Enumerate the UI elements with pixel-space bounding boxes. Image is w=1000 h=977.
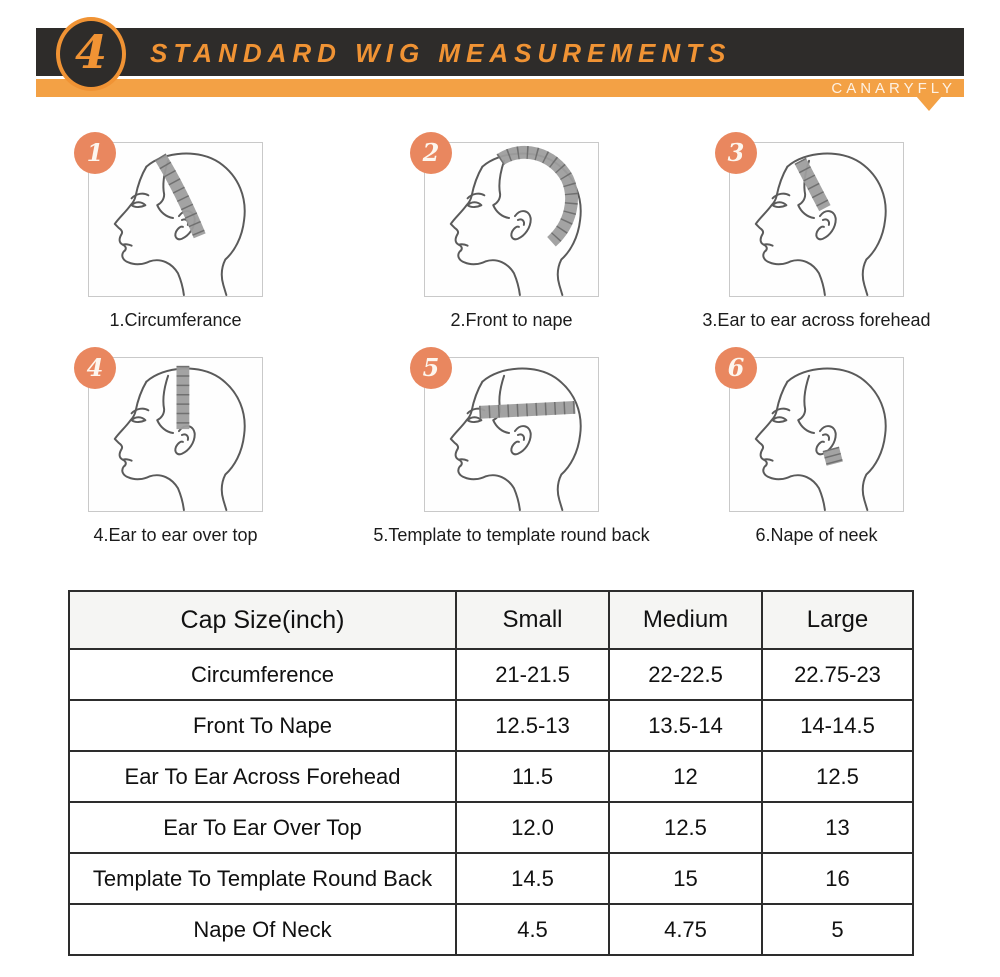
- brand-name: CANARYFLY: [831, 79, 956, 97]
- row-label: Front To Nape: [68, 699, 457, 752]
- diagram-number: 5: [422, 353, 440, 382]
- diagram-number: 3: [727, 138, 745, 167]
- cell-medium: 4.75: [608, 903, 763, 956]
- diagram-number: 4: [86, 353, 104, 382]
- diagram-caption: 6.Nape of neek: [755, 525, 878, 545]
- table-row: Ear To Ear Across Forehead 11.5 12 12.5: [68, 750, 914, 803]
- cell-large: 14-14.5: [761, 699, 914, 752]
- diagram-badge: 4: [74, 347, 116, 389]
- diagram-caption: 3.Ear to ear across forehead: [702, 310, 931, 330]
- cell-small: 12.0: [455, 801, 610, 854]
- diagram-card-front-to-nape: 2 2.Front to nape: [410, 132, 599, 330]
- cell-large: 13: [761, 801, 914, 854]
- cell-medium: 15: [608, 852, 763, 905]
- step-number: 4: [74, 25, 107, 79]
- diagram-badge: 6: [715, 347, 757, 389]
- row-label: Ear To Ear Across Forehead: [68, 750, 457, 803]
- cell-medium: 12: [608, 750, 763, 803]
- col-header-cap-size: Cap Size(inch): [68, 590, 457, 650]
- table-row: Front To Nape 12.5-13 13.5-14 14-14.5: [68, 699, 914, 752]
- diagram-badge: 2: [410, 132, 452, 174]
- diagram-number: 1: [86, 138, 104, 167]
- cell-medium: 22-22.5: [608, 648, 763, 701]
- cell-small: 14.5: [455, 852, 610, 905]
- row-label: Nape Of Neck: [68, 903, 457, 956]
- cell-medium: 13.5-14: [608, 699, 763, 752]
- head-profile-drawing: [449, 146, 582, 296]
- cap-size-table: Cap Size(inch) Small Medium Large Circum…: [68, 590, 914, 956]
- diagram-card-temple-round-back: 5 5.Template to template round back: [373, 347, 650, 545]
- row-label: Template To Template Round Back: [68, 852, 457, 905]
- step-number-badge: 4: [56, 17, 126, 91]
- col-header-medium: Medium: [608, 590, 763, 650]
- cell-small: 12.5-13: [455, 699, 610, 752]
- diagram-image-front-to-nape: [424, 142, 599, 297]
- table-row: Ear To Ear Over Top 12.0 12.5 13: [68, 801, 914, 854]
- header-orange-bar: CANARYFLY: [36, 79, 964, 97]
- diagram-badge: 3: [715, 132, 757, 174]
- diagram-card-ear-to-ear-forehead: 3 3.Ear to ear across forehead: [702, 132, 931, 330]
- diagram-card-circumference: 1 1.Circumferance: [74, 132, 263, 330]
- cell-large: 16: [761, 852, 914, 905]
- head-profile-drawing: [113, 152, 246, 296]
- header-dark-bar: [36, 28, 964, 76]
- cell-medium: 12.5: [608, 801, 763, 854]
- diagram-caption: 5.Template to template round back: [373, 525, 650, 545]
- cell-small: 21-21.5: [455, 648, 610, 701]
- row-label: Ear To Ear Over Top: [68, 801, 457, 854]
- cell-large: 12.5: [761, 750, 914, 803]
- head-profile-drawing: [754, 152, 887, 296]
- diagram-image-circumference: [88, 142, 263, 297]
- diagram-number: 2: [422, 138, 440, 167]
- diagram-caption: 1.Circumferance: [109, 310, 242, 330]
- head-profile-drawing: [449, 367, 582, 511]
- cell-large: 22.75-23: [761, 648, 914, 701]
- diagram-image-temple-round-back: [424, 357, 599, 512]
- diagram-image-nape-of-neck: [729, 357, 904, 512]
- diagram-number: 6: [727, 353, 745, 382]
- diagram-badge: 5: [410, 347, 452, 389]
- diagram-card-nape-of-neck: 6 6.Nape of neek: [715, 347, 904, 545]
- page-title: STANDARD WIG MEASUREMENTS: [150, 38, 732, 68]
- diagram-image-ear-to-ear-over-top: [88, 357, 263, 512]
- table-header-row: Cap Size(inch) Small Medium Large: [68, 590, 914, 650]
- table-row: Circumference 21-21.5 22-22.5 22.75-23: [68, 648, 914, 701]
- cell-small: 4.5: [455, 903, 610, 956]
- row-label: Circumference: [68, 648, 457, 701]
- diagram-badge: 1: [74, 132, 116, 174]
- cell-small: 11.5: [455, 750, 610, 803]
- cell-large: 5: [761, 903, 914, 956]
- head-profile-drawing: [754, 367, 887, 511]
- head-profile-drawing: [113, 365, 246, 511]
- table-row: Template To Template Round Back 14.5 15 …: [68, 852, 914, 905]
- diagram-caption: 2.Front to nape: [450, 310, 573, 330]
- diagram-card-ear-to-ear-over-top: 4 4.Ear to ear over top: [74, 347, 263, 545]
- brand-pointer-triangle: [916, 96, 942, 111]
- diagram-caption: 4.Ear to ear over top: [93, 525, 258, 545]
- col-header-small: Small: [455, 590, 610, 650]
- col-header-large: Large: [761, 590, 914, 650]
- table-row: Nape Of Neck 4.5 4.75 5: [68, 903, 914, 956]
- diagram-image-ear-to-ear-forehead: [729, 142, 904, 297]
